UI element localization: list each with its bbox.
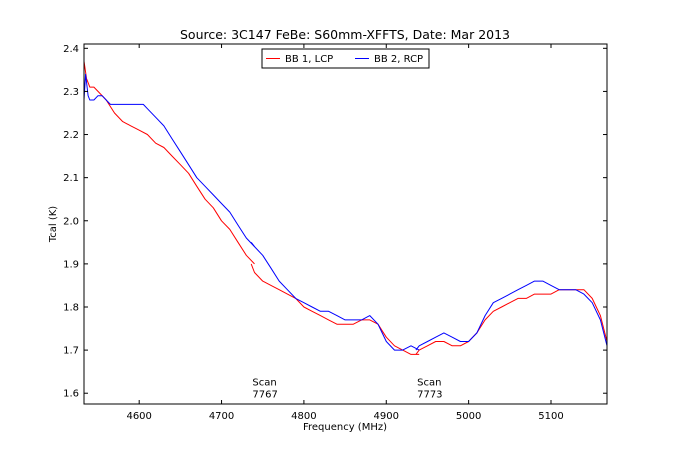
x-tick-label: 4800 xyxy=(291,411,316,422)
y-axis: 1.6 1.7 1.8 1.9 2.0 2.1 2.2 2.3 2.4 xyxy=(63,44,607,400)
plot-frame xyxy=(83,43,608,405)
y-axis-label: Tcal (K) xyxy=(48,206,59,243)
x-tick-label: 5100 xyxy=(538,411,563,422)
scan-annotation-2-line-1: Scan xyxy=(417,377,441,388)
scan-annotation-1-line-2: 7767 xyxy=(252,389,277,400)
x-tick-label: 5000 xyxy=(456,411,481,422)
y-tick-label: 1.7 xyxy=(63,346,79,357)
legend: BB 1, LCP BB 2, RCP xyxy=(261,48,430,69)
legend-label-1: BB 1, LCP xyxy=(285,54,333,65)
y-tick-label: 2.4 xyxy=(63,44,79,55)
legend-box xyxy=(261,48,430,69)
chart-title: Source: 3C147 FeBe: S60mm-XFFTS, Date: M… xyxy=(180,27,510,42)
x-tick-label: 4900 xyxy=(374,411,399,422)
y-tick-label: 1.9 xyxy=(63,259,79,270)
x-tick-label: 4600 xyxy=(126,411,151,422)
x-axis: 4600 4700 4800 4900 5000 5100 xyxy=(126,44,564,422)
legend-label-2: BB 2, RCP xyxy=(374,54,423,65)
series-2-line-segment-2 xyxy=(250,241,420,351)
plot-lines xyxy=(84,61,607,355)
scan-annotation-1-line-1: Scan xyxy=(252,377,276,388)
series-2-line-segment-3 xyxy=(415,280,607,351)
x-axis-label: Frequency (MHz) xyxy=(303,422,387,433)
y-tick-label: 1.6 xyxy=(63,389,79,400)
series-1-line-segment-2 xyxy=(250,263,420,355)
scan-annotation-2-line-2: 7773 xyxy=(417,389,442,400)
y-tick-label: 1.8 xyxy=(63,302,79,313)
y-tick-label: 2.3 xyxy=(63,87,79,98)
y-tick-label: 2.2 xyxy=(63,130,79,141)
series-1-line-segment-1 xyxy=(84,61,255,265)
x-tick-label: 4700 xyxy=(209,411,234,422)
y-tick-label: 2.0 xyxy=(63,216,79,227)
y-tick-label: 2.1 xyxy=(63,173,79,184)
series-2-line-segment-1 xyxy=(84,73,255,247)
